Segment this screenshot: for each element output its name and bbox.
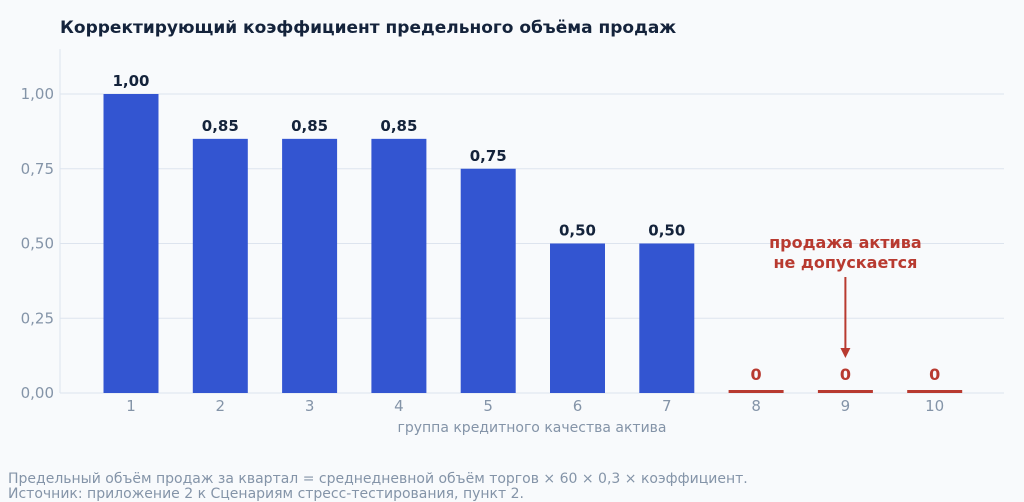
bar-value-label: 0,85 [380,117,417,135]
x-tick-label: 9 [841,397,851,415]
bar-value-label: 0 [929,365,940,384]
x-tick-label: 1 [126,397,136,415]
bar-value-label: 0,50 [559,222,596,240]
y-tick-label: 0,50 [21,235,54,253]
y-tick-label: 1,00 [21,85,54,103]
bar-value-label: 0 [751,365,762,384]
x-tick-label: 2 [216,397,226,415]
x-tick-label: 10 [925,397,944,415]
x-tick-label: 6 [573,397,583,415]
annotation-arrow-head [840,348,850,358]
bar [461,169,516,393]
bar-value-label: 0,85 [202,117,239,135]
footnote-formula: Предельный объём продаж за квартал = сре… [8,471,748,487]
x-tick-labels: 1 2 3 4 5 6 7 8 9 10 [126,397,944,415]
bar-value-label: 0 [840,365,851,384]
zero-bar [729,390,784,393]
bar [371,139,426,393]
bar [193,139,248,393]
annotation: продажа актива не допускается [769,233,922,358]
bar [550,244,605,394]
bar [639,244,694,394]
y-tick-label: 0,00 [21,384,54,402]
bar-value-label: 0,50 [648,222,685,240]
x-tick-label: 8 [751,397,761,415]
x-axis-label: группа кредитного качества актива [397,420,666,436]
y-tick-label: 0,25 [21,309,54,327]
x-tick-label: 7 [662,397,672,415]
bar-value-label: 0,75 [470,147,507,165]
x-tick-label: 5 [483,397,493,415]
y-tick-label: 0,75 [21,160,54,178]
zero-bar [818,390,873,393]
bar-value-label: 1,00 [112,72,149,90]
x-tick-label: 3 [305,397,315,415]
bar [104,94,159,393]
bar [282,139,337,393]
bar-value-label: 0,85 [291,117,328,135]
chart-title: Корректирующий коэффициент предельного о… [60,18,676,38]
annotation-line-2: не допускается [773,253,917,272]
x-tick-label: 4 [394,397,404,415]
zero-bar [907,390,962,393]
y-tick-labels: 0,00 0,25 0,50 0,75 1,00 [21,85,54,402]
annotation-line-1: продажа актива [769,233,922,252]
